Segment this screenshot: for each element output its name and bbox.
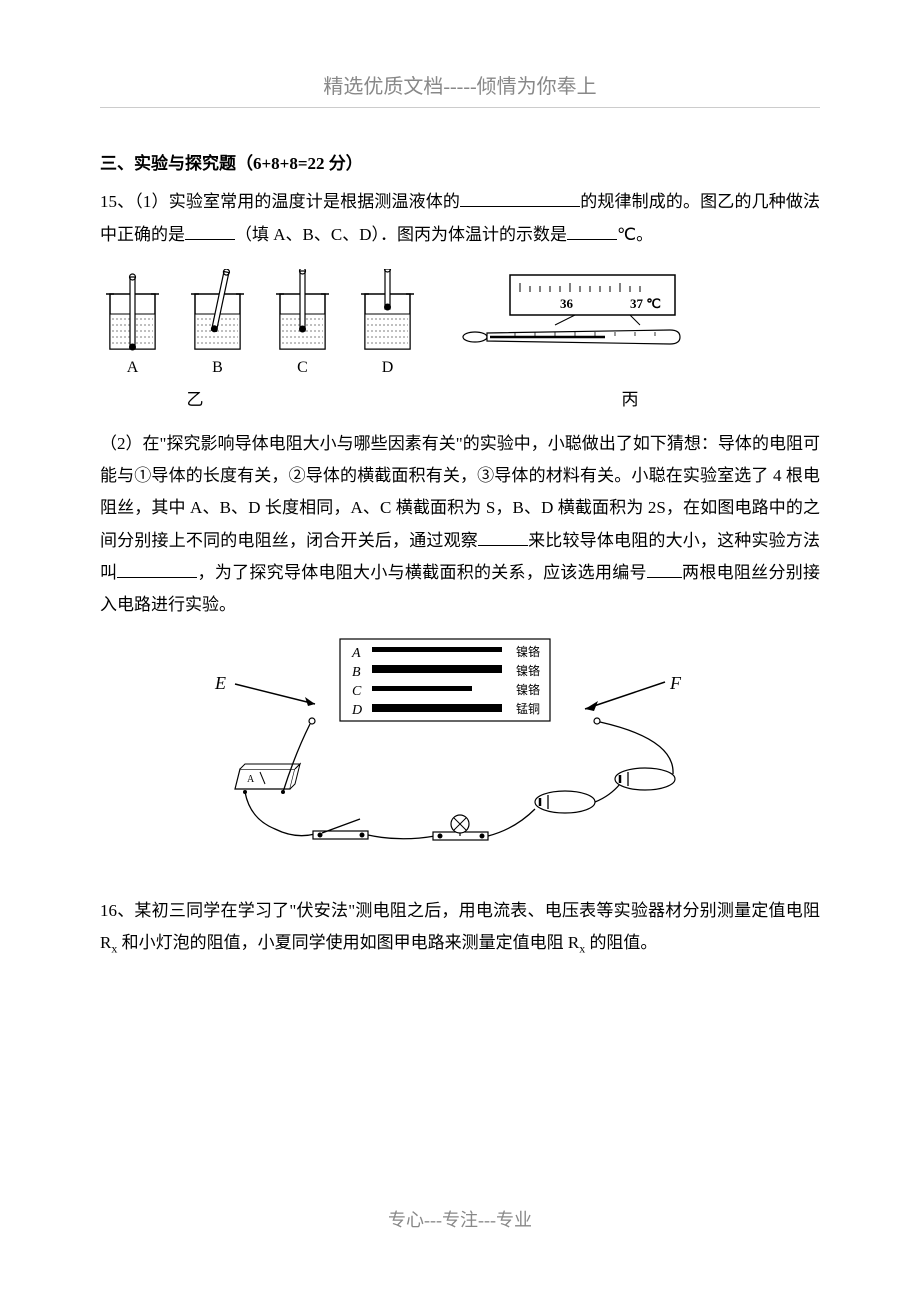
svg-text:镍铬: 镍铬 <box>516 663 540 678</box>
circuit-figure: A 镍铬 B 镍铬 C 镍铬 D 锰铜 E F A <box>200 634 720 869</box>
q16-text-c: 的阻值。 <box>585 933 657 952</box>
page-footer: 专心---专注---专业 <box>0 1206 920 1232</box>
beaker-a-group: A <box>100 269 165 377</box>
blank-4 <box>478 529 528 546</box>
svg-text:锰铜: 锰铜 <box>516 701 540 716</box>
blank-1 <box>460 190 580 207</box>
q15-part2: （2）在"探究影响导体电阻大小与哪些因素有关"的实验中，小聪做出了如下猜想：导体… <box>100 428 820 622</box>
beaker-d-group: D <box>355 269 420 377</box>
clinical-thermometer-group: 36 37 ℃ <box>460 270 690 377</box>
svg-text:B: B <box>352 665 361 680</box>
beaker-d-icon <box>355 269 420 359</box>
scale-36: 36 <box>560 296 574 311</box>
svg-text:D: D <box>351 703 362 718</box>
beaker-c-group: C <box>270 269 335 377</box>
beaker-b-label: B <box>212 359 223 377</box>
circuit-diagram-icon: A 镍铬 B 镍铬 C 镍铬 D 锰铜 E F A <box>200 634 720 864</box>
figure-group-labels: 乙 丙 <box>100 381 820 410</box>
q15-part1: 15、（1）实验室常用的温度计是根据测温液体的的规律制成的。图乙的几种做法中正确… <box>100 186 820 251</box>
q16-text-b: 和小灯泡的阻值，小夏同学使用如图甲电路来测量定值电阻 R <box>117 933 579 952</box>
group-label-bing: 丙 <box>570 385 690 410</box>
beaker-b-group: B <box>185 269 250 377</box>
q15-p2-text-c: ，为了探究导体电阻大小与横截面积的关系，应该选用编号 <box>197 563 647 582</box>
beaker-c-icon <box>270 269 335 359</box>
svg-text:A: A <box>247 774 255 785</box>
page-header: 精选优质文档-----倾情为你奉上 <box>100 70 820 99</box>
blank-2 <box>185 223 235 240</box>
q15-p1-text-c: （填 A、B、C、D）．图丙为体温计的示数是 <box>235 225 567 244</box>
beaker-a-label: A <box>127 359 139 377</box>
group-label-yi: 乙 <box>100 385 290 410</box>
svg-text:镍铬: 镍铬 <box>516 644 540 659</box>
blank-5 <box>117 561 197 578</box>
svg-text:F: F <box>669 673 682 693</box>
svg-text:E: E <box>214 673 226 693</box>
scale-37: 37 ℃ <box>630 296 661 311</box>
q15-p1-text-d: ℃。 <box>617 225 653 244</box>
header-divider <box>100 107 820 108</box>
svg-text:A: A <box>351 646 361 661</box>
beaker-c-label: C <box>297 359 308 377</box>
clinical-thermometer-icon: 36 37 ℃ <box>460 270 690 360</box>
svg-text:C: C <box>352 684 362 699</box>
q15-p1-text-a: 15、（1）实验室常用的温度计是根据测温液体的 <box>100 192 460 211</box>
beaker-a-icon <box>100 269 165 359</box>
section-title: 三、实验与探究题（6+8+8=22 分） <box>100 148 820 180</box>
blank-6 <box>647 561 682 578</box>
beaker-d-label: D <box>382 359 394 377</box>
blank-3 <box>567 223 617 240</box>
svg-text:镍铬: 镍铬 <box>516 682 540 697</box>
figure-row-beakers: A B <box>100 269 820 377</box>
q16: 16、某初三同学在学习了"伏安法"测电阻之后，用电流表、电压表等实验器材分别测量… <box>100 895 820 960</box>
beaker-b-icon <box>185 269 250 359</box>
